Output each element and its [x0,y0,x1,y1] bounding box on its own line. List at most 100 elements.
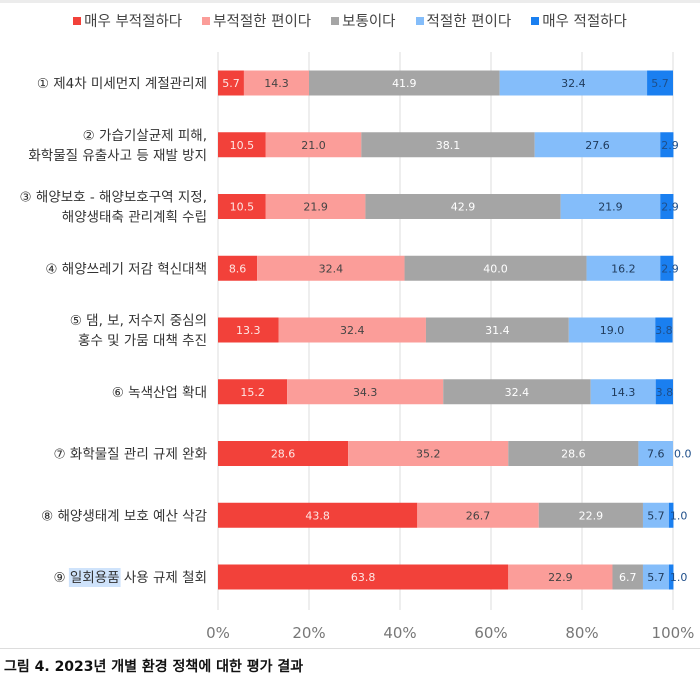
data-label: 31.4 [485,324,510,337]
bar-segment [508,564,613,590]
legend-label: 적절한 편이다 [426,14,512,30]
data-label: 5.7 [222,77,240,90]
category-label: 화학물질 유출사고 등 재발 방지 [28,148,207,164]
data-label: 7.6 [647,448,665,461]
data-label: 22.9 [548,571,573,584]
legend-swatch [331,16,340,25]
data-label: 1.0 [670,571,688,584]
bar-segment [655,379,673,405]
category-label: ⑦ 화학물질 관리 규제 완화 [54,447,207,463]
bar-segment [218,564,509,590]
selection-highlight [68,568,121,587]
data-label: 10.5 [230,139,255,152]
legend-swatch [202,16,211,25]
bar-segment [612,564,643,590]
bar-segment [560,194,661,219]
bar-segment [668,502,674,528]
data-label: 5.7 [651,77,669,90]
data-label: 32.4 [340,324,365,337]
bar-segment [647,70,673,96]
bar-segment [655,317,673,343]
data-label: 2.9 [661,201,679,214]
highlighted-text: 일회용품 [70,570,120,586]
data-label: 15.2 [240,386,265,399]
data-label: 8.6 [229,262,247,275]
category-label: ① 제4차 미세먼지 계절관리제 [37,76,207,92]
data-label: 38.1 [436,139,461,152]
bar-segment [218,441,349,466]
top-border [0,0,700,3]
data-label: 26.7 [466,509,491,522]
bar-segment [568,317,656,343]
data-label: 21.9 [303,201,328,214]
category-label: 홍수 및 가뭄 대책 추진 [78,333,207,349]
bar-segment [638,441,673,466]
caption-divider [0,648,700,649]
category-label: ⑧ 해양생태계 보호 예산 삭감 [41,508,207,524]
legend-item: 부적절한 편이다 [202,10,311,31]
bar-segment [660,132,674,158]
bar-segment [499,70,648,96]
data-label: 16.2 [611,262,636,275]
legend-item: 보통이다 [331,10,396,31]
data-label: 19.0 [600,324,625,337]
bar-segment [660,194,674,219]
data-label: 40.0 [483,262,508,275]
data-label: 41.9 [392,77,417,90]
bar-segment [218,317,279,343]
legend-swatch [415,16,424,25]
bar-segment [218,255,258,281]
legend-swatch [531,16,540,25]
data-label: 13.3 [236,324,261,337]
data-label: 28.6 [561,448,586,461]
legend-label: 보통이다 [342,14,396,30]
data-label: 0.0 [674,448,692,461]
data-label: 21.0 [301,139,326,152]
bar-segment [257,255,405,281]
data-label: 42.9 [451,201,476,214]
data-label: 3.8 [655,324,673,337]
bar-segment [443,379,591,405]
legend-item: 적절한 편이다 [415,10,512,31]
bar-segment [218,502,418,528]
data-label: 21.9 [598,201,623,214]
data-label: 32.4 [561,77,586,90]
x-tick-label: 100% [652,624,695,642]
data-label: 1.0 [670,509,688,522]
data-label: 10.5 [230,201,255,214]
bar-segment [425,317,569,343]
bar-segment [218,132,266,158]
category-label: ⑨ 일회용품 사용 규제 철회 [54,570,208,586]
data-label: 27.6 [585,139,610,152]
bar-segment [586,255,661,281]
bar-segment [218,70,244,96]
data-label: 3.8 [656,386,674,399]
data-label: 28.6 [271,448,296,461]
bar-segment [508,441,639,466]
bar-segment [404,255,587,281]
legend-item: 매우 부적절하다 [73,10,182,31]
bar-segment [534,132,661,158]
bar-segment [278,317,426,343]
data-label: 5.7 [647,571,665,584]
category-label: 해양생태축 관리계획 수립 [62,210,207,226]
bar-segment [590,379,656,405]
data-label: 32.4 [505,386,530,399]
figure-caption: 그림 4. 2023년 개별 환경 정책에 대한 평가 결과 [4,659,304,675]
data-label: 6.7 [619,571,637,584]
x-tick-label: 0% [206,624,230,642]
x-tick-label: 80% [565,624,598,642]
bar-segment [218,379,288,405]
data-label: 2.9 [661,139,679,152]
data-label: 5.7 [647,509,665,522]
bar-segment [642,502,669,528]
category-label: ② 가습기살균제 피해, [83,128,207,144]
bar-segment [218,194,266,219]
data-label: 22.9 [579,509,604,522]
legend-label: 부적절한 편이다 [213,14,312,30]
bar-segment [668,564,674,590]
data-label: 43.8 [305,509,330,522]
data-label: 14.3 [264,77,289,90]
legend-item: 매우 적절하다 [531,10,627,31]
